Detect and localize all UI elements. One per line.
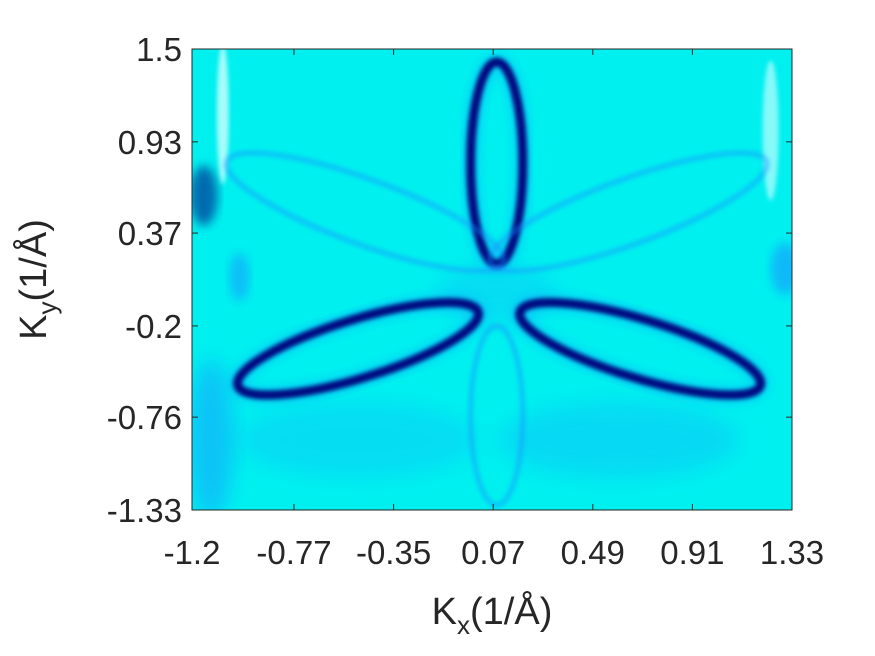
x-axis-label-main: K (432, 591, 457, 633)
x-tick-label: 0.49 (561, 534, 625, 571)
x-tick-label: -0.77 (256, 534, 331, 571)
y-tick-label: -0.2 (125, 308, 182, 345)
y-axis-label-unit: (1/Å) (11, 219, 55, 301)
x-tick-label: -1.2 (164, 534, 221, 571)
x-axis-label-subscript: x (457, 610, 470, 640)
y-axis: -1.33 -0.76 -0.2 0.37 0.93 1.5 (107, 31, 792, 529)
x-axis: -1.2 -0.77 -0.35 0.07 0.49 0.91 1.33 (164, 49, 824, 571)
y-tick-label: 0.93 (118, 124, 182, 161)
left-bright-streak (216, 49, 229, 185)
lower-central-petal-contour (468, 323, 526, 508)
y-axis-label: Ky(1/Å) (11, 219, 62, 340)
y-tick-label: -0.76 (107, 399, 182, 436)
upper-right-faint-petal (487, 150, 770, 274)
y-axis-label-main: K (13, 315, 55, 340)
central-glow (436, 263, 557, 324)
right-edge-spot (770, 242, 792, 295)
lower-right-petal (511, 294, 769, 403)
lower-left-petal-contour (233, 298, 484, 400)
y-tick-label: 0.37 (118, 215, 182, 252)
x-tick-label: -0.35 (356, 534, 431, 571)
x-axis-label: Kx(1/Å) (432, 589, 553, 640)
plot-frame (191, 48, 793, 511)
left-edge-spot (192, 165, 218, 226)
y-tick-label: -1.33 (107, 492, 182, 529)
upper-central-petal (462, 54, 531, 273)
y-tick-label: 1.5 (136, 31, 182, 68)
upper-left-faint-petal (224, 150, 507, 274)
lower-right-haze (498, 401, 739, 478)
left-edge-glow (192, 359, 233, 510)
left-inner-spot (229, 253, 250, 302)
right-bright-streak (762, 60, 779, 201)
x-tick-label: 0.07 (461, 534, 525, 571)
lower-left-petal (229, 294, 487, 403)
upper-central-petal-contour (466, 57, 528, 269)
plot-area (192, 49, 792, 510)
lower-left-haze (238, 401, 479, 478)
lower-right-petal-contour (515, 298, 766, 400)
upper-right-faint-petal-contour (487, 150, 770, 274)
x-tick-label: 1.33 (760, 534, 824, 571)
y-axis-label-subscript: y (32, 302, 62, 315)
x-axis-label-unit: (1/Å) (470, 589, 552, 633)
lower-central-petal (468, 323, 526, 508)
upper-left-faint-petal-contour (224, 150, 507, 274)
x-tick-label: 0.91 (660, 534, 724, 571)
